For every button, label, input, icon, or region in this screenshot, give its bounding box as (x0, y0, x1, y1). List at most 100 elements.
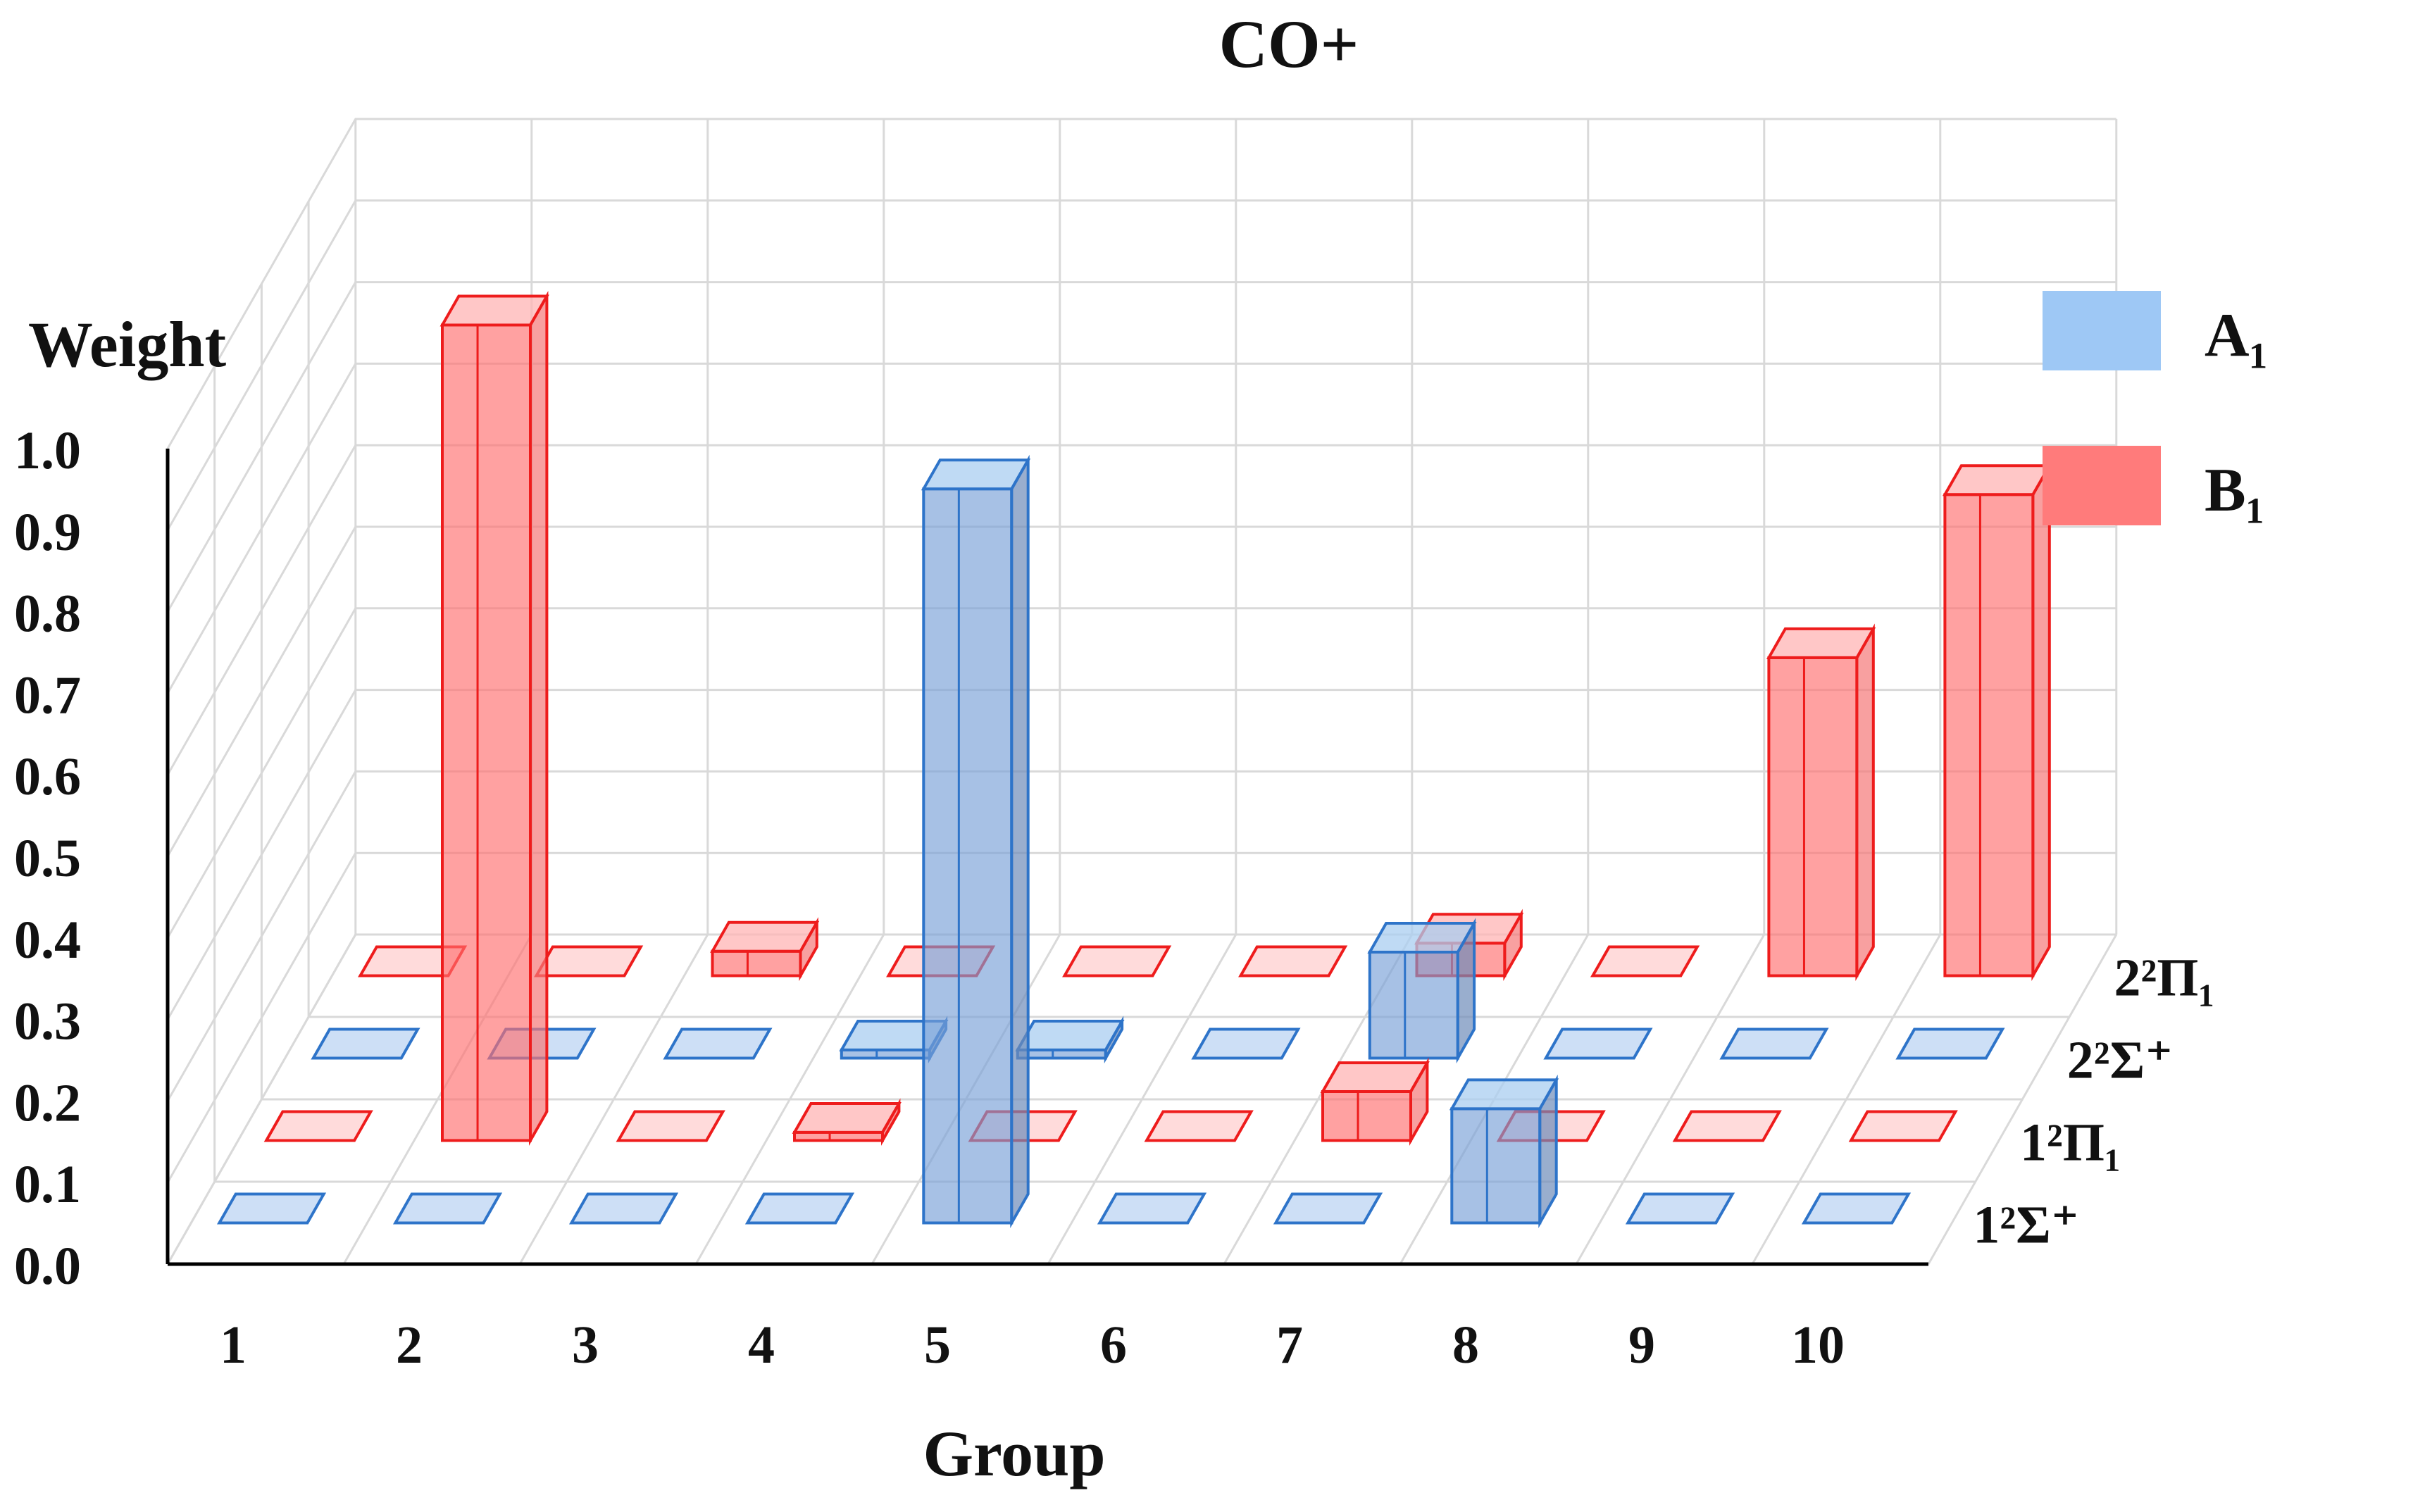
bar-flat (1590, 945, 1700, 977)
bar-front (1450, 1107, 1542, 1225)
floor-line-category (166, 934, 357, 1265)
x-tick-label: 5 (924, 1316, 951, 1375)
depth-label: 2²Π₁ (2114, 949, 2214, 1008)
x-tick-labels: 1 2 3 4 5 6 7 8 9 10 (220, 1316, 1845, 1375)
bar (1848, 1110, 1958, 1142)
bar-flat (1801, 1192, 1912, 1225)
y-tick-label: 0.6 (14, 747, 81, 806)
bar (663, 1027, 773, 1060)
x-tick-label: 4 (748, 1316, 775, 1375)
bar (921, 454, 1031, 1229)
bar-flat (568, 1192, 679, 1225)
bar (1590, 945, 1700, 977)
legend-label-a1: A₁ (2205, 301, 2268, 370)
bar-top (1942, 464, 2052, 496)
bar (311, 1027, 420, 1060)
bar-flat (1273, 1192, 1383, 1225)
y-tick-label: 0.1 (14, 1155, 81, 1214)
bar-top (1015, 1020, 1125, 1051)
bar (1449, 1074, 1559, 1229)
bar-flat (1543, 1027, 1653, 1060)
bar (1801, 1192, 1912, 1225)
bar (792, 1098, 902, 1147)
bar-top (439, 294, 549, 327)
y-tick-label: 1.0 (14, 421, 81, 480)
bar-front (1321, 1090, 1412, 1142)
bar (263, 1110, 373, 1142)
bar-flat (616, 1110, 725, 1142)
depth-labels: 1²Σ⁺ 1²Π₁ 2²Σ⁺ 2²Π₁ (1973, 949, 2214, 1255)
floor-line-category (518, 934, 709, 1265)
bar (568, 1192, 679, 1225)
bar-flat (744, 1192, 855, 1225)
floor-line-category (1751, 934, 1942, 1265)
bar (392, 1192, 503, 1225)
bar-front (1943, 493, 2035, 977)
floor-line-category (694, 934, 885, 1265)
bar (439, 290, 549, 1147)
bar-front (711, 949, 802, 977)
depth-label: 1²Σ⁺ (1973, 1196, 2079, 1255)
bar (1191, 1027, 1301, 1060)
bar-side (2031, 460, 2051, 982)
depth-label: 1²Π₁ (2020, 1113, 2121, 1173)
legend-swatch-b1 (2043, 446, 2161, 525)
bar (1097, 1192, 1207, 1225)
bar-side (529, 290, 549, 1147)
bar-flat (1062, 945, 1172, 977)
bar-top (1449, 1078, 1559, 1111)
x-tick-label: 7 (1276, 1316, 1303, 1375)
floor-line-category (1047, 934, 1237, 1265)
bar-top (1320, 1061, 1430, 1093)
bar-flat (534, 945, 644, 977)
bar-flat (663, 1027, 773, 1060)
bar-flat (1625, 1192, 1735, 1225)
bar (1238, 945, 1348, 977)
bar (1719, 1027, 1829, 1060)
bar-front (441, 323, 532, 1142)
bar (1543, 1027, 1653, 1060)
legend-swatch-a1 (2043, 291, 2161, 370)
x-tick-label: 1 (220, 1316, 247, 1375)
bar-flat (216, 1192, 327, 1225)
x-axis-label: Group (923, 1418, 1105, 1489)
bar-flat (1848, 1110, 1958, 1142)
bar (1144, 1110, 1254, 1142)
bar (1672, 1110, 1782, 1142)
bar (1367, 918, 1477, 1064)
bar-side (1855, 623, 1875, 982)
bar (1062, 945, 1172, 977)
bar (710, 917, 820, 982)
bar (534, 945, 644, 977)
bar (1320, 1057, 1430, 1147)
bar-flat (1238, 945, 1348, 977)
x-tick-label: 8 (1452, 1316, 1479, 1375)
y-tick-label: 0.2 (14, 1073, 81, 1132)
bar-flat (1144, 1110, 1254, 1142)
x-tick-label: 2 (396, 1316, 423, 1375)
legend-label-b1: B₁ (2205, 456, 2264, 525)
x-tick-label: 3 (572, 1316, 599, 1375)
bar-front (1767, 656, 1859, 977)
bar-front (1368, 951, 1459, 1060)
y-axis-label: Weight (28, 308, 226, 380)
bar (1015, 1016, 1125, 1064)
bar (1895, 1027, 2005, 1060)
y-tick-label: 0.8 (14, 585, 81, 644)
bar-top (1367, 922, 1477, 954)
y-tick-label: 0.9 (14, 503, 81, 562)
bar (1273, 1192, 1383, 1225)
bar-top (710, 920, 820, 953)
y-tick-label: 0.3 (14, 992, 81, 1051)
bar-front (922, 487, 1014, 1225)
y-tick-labels: 0.0 0.1 0.2 0.3 0.4 0.5 0.6 0.7 0.8 0.9 1.0 (14, 421, 81, 1296)
x-tick-label: 6 (1100, 1316, 1127, 1375)
bar-side (1010, 454, 1030, 1229)
x-tick-label: 9 (1628, 1316, 1655, 1375)
bar-flat (1895, 1027, 2005, 1060)
bar-flat (1672, 1110, 1782, 1142)
bar-flat (1191, 1027, 1301, 1060)
x-tick-label: 10 (1791, 1316, 1845, 1375)
bar-flat (1097, 1192, 1207, 1225)
